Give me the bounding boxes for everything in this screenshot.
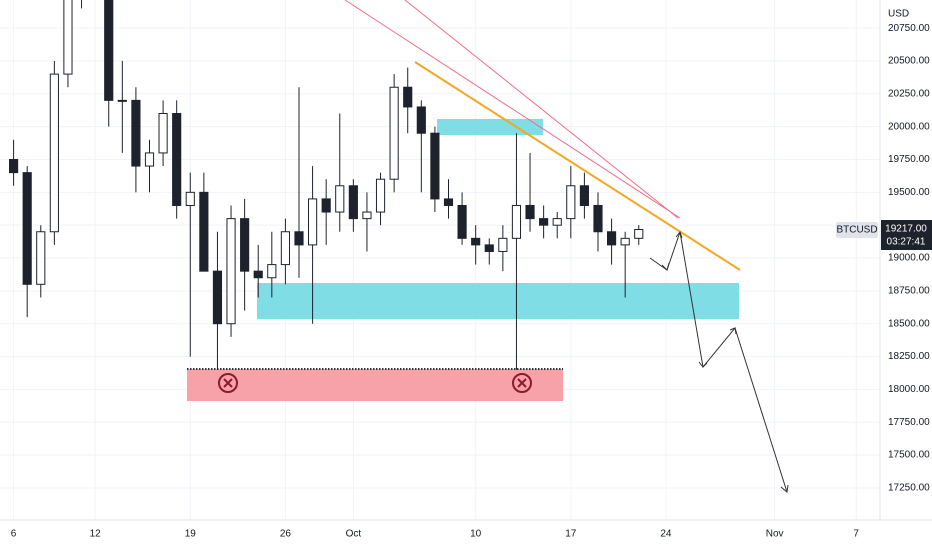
candle-body [335,185,345,213]
x-tick-label: 17 [565,529,577,540]
candle-body [443,198,454,206]
y-tick-label: 20000.00 [888,121,930,132]
candle-body [158,113,168,154]
candle-body [579,185,589,206]
candle-body [185,191,195,206]
y-tick-label: 18750.00 [888,286,930,297]
x-marker [517,378,527,388]
y-tick-label: 18250.00 [888,351,930,362]
y-tick-label: 20750.00 [888,23,930,34]
candle-body [634,229,644,239]
candle-body [403,86,413,108]
candles [9,0,644,370]
red-zone [187,369,563,401]
drawings [218,0,789,493]
countdown: 03:27:41 [887,237,926,248]
candle-body [226,218,236,325]
candle-body [199,191,209,272]
unit-label: USD [888,9,909,20]
x-tick-label: Nov [766,529,784,540]
candle-body [117,99,127,102]
arrowheads [661,230,789,493]
y-tick-label: 20250.00 [888,88,930,99]
candle-body [131,99,141,167]
candle-body [104,0,114,101]
candle-body [552,218,562,226]
x-marker [512,373,532,393]
candle-body [375,178,386,213]
candle-body [471,237,481,246]
candle-body [430,132,440,200]
candle-body [607,231,617,246]
candle-body [321,198,331,213]
candle-body [49,73,59,233]
y-tick-label: 17250.00 [888,483,930,494]
price-box [881,220,932,250]
candle-body [36,231,46,285]
x-tick-label: 26 [280,529,292,540]
candle-body [416,106,426,134]
candle-body [525,204,535,220]
candle-body [240,218,250,272]
symbol-box [836,222,878,238]
trendline [404,0,679,219]
candle-body [144,152,155,167]
candle-body [172,113,182,206]
candle-body [253,270,263,279]
candle-body [484,244,494,252]
x-tick-label: 6 [11,529,17,540]
candle-body [566,185,576,220]
y-tick-label: 18000.00 [888,384,930,395]
x-marker [218,373,238,393]
x-tick-label: 7 [853,529,859,540]
candle-body [620,237,630,246]
projection-path [649,231,788,493]
x-tick-label: 12 [90,529,102,540]
candle-body [63,0,73,75]
candle-body [348,185,358,220]
drawings [187,119,739,401]
candle-body [511,204,522,239]
candle-body [389,86,399,180]
x-tick-label: 24 [660,529,672,540]
x-tick-label: 10 [470,529,482,540]
y-tick-label: 18500.00 [888,318,930,329]
blue-zone [437,119,543,135]
candle-body [294,231,304,246]
candle-body [280,231,290,266]
candle-body [308,198,318,246]
candle-body [362,211,372,220]
y-tick-label: 19500.00 [888,187,930,198]
trendline [344,0,681,219]
symbol-label: BTCUSD [836,225,877,236]
y-tick-label: 20500.00 [888,56,930,67]
candle-body [593,204,603,233]
blue-zone [257,283,739,319]
candle-body [539,218,549,226]
candle-body [267,264,277,279]
y-tick-label: 19000.00 [888,253,930,264]
candle-body [457,204,467,239]
candle-body [212,270,223,325]
y-tick-label: 17500.00 [888,450,930,461]
trendline [414,61,741,271]
candle-body [498,237,508,252]
candle-body [22,172,32,285]
candle-body [9,158,19,174]
y-tick-label: 17750.00 [888,417,930,428]
y-tick-label: 19750.00 [888,154,930,165]
x-tick-label: 19 [185,529,197,540]
x-marker [223,378,233,388]
x-tick-label: Oct [346,529,362,540]
last-price: 19217.00 [885,224,927,235]
